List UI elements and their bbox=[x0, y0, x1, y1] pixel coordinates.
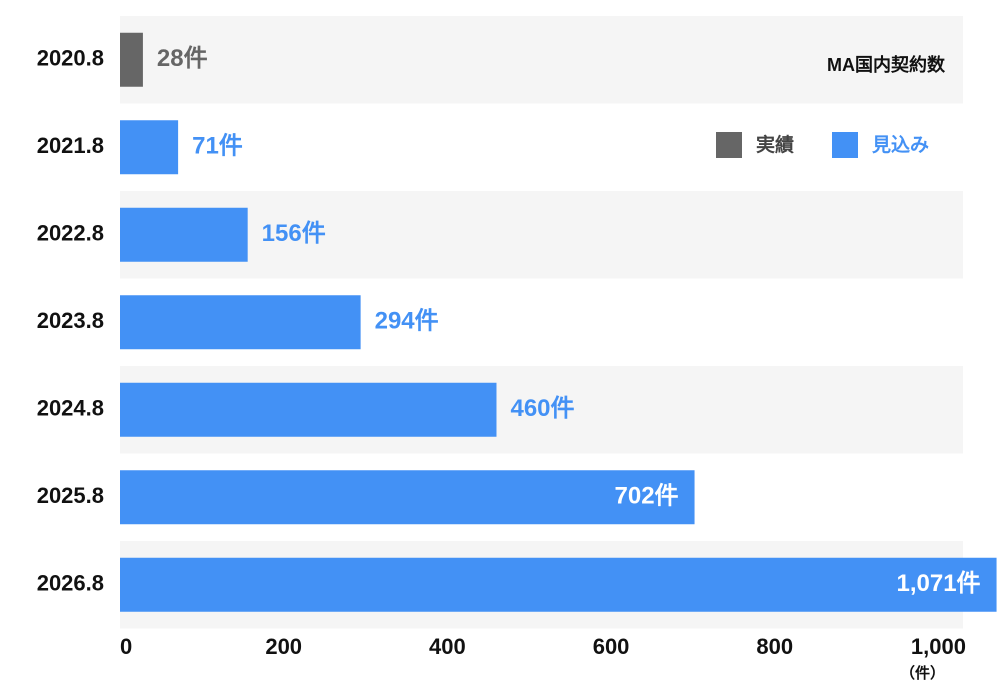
legend-swatch bbox=[716, 132, 742, 158]
bar bbox=[120, 120, 179, 175]
legend-label: 見込み bbox=[872, 134, 929, 156]
bar bbox=[120, 207, 248, 262]
y-tick-label: 2023.8 bbox=[37, 308, 104, 333]
value-label: 460件 bbox=[510, 395, 574, 422]
value-label: 1,071件 bbox=[896, 570, 980, 597]
chart-title: MA国内契約数 bbox=[827, 54, 946, 75]
y-tick-label: 2026.8 bbox=[37, 571, 104, 596]
x-tick-label: 800 bbox=[756, 634, 793, 659]
bar bbox=[120, 32, 143, 87]
value-label: 156件 bbox=[262, 220, 326, 247]
value-label: 294件 bbox=[375, 308, 439, 335]
value-label: 28件 bbox=[157, 45, 208, 72]
bar bbox=[120, 557, 997, 612]
y-tick-label: 2024.8 bbox=[37, 396, 104, 421]
legend-label: 実績 bbox=[756, 133, 794, 156]
y-tick-label: 2020.8 bbox=[37, 46, 104, 71]
row-band bbox=[120, 16, 963, 104]
y-tick-label: 2025.8 bbox=[37, 483, 104, 508]
axis-unit: （件） bbox=[900, 664, 945, 682]
x-tick-label: 200 bbox=[265, 634, 302, 659]
bar bbox=[120, 295, 361, 350]
value-label: 702件 bbox=[615, 483, 679, 510]
y-tick-label: 2021.8 bbox=[37, 133, 104, 158]
legend-swatch bbox=[832, 132, 858, 158]
x-tick-label: 400 bbox=[429, 634, 466, 659]
bar bbox=[120, 382, 497, 437]
y-tick-label: 2022.8 bbox=[37, 221, 104, 246]
x-tick-label: 1,000 bbox=[911, 634, 966, 659]
bar bbox=[120, 470, 695, 525]
value-label: 71件 bbox=[192, 133, 243, 160]
x-tick-label: 600 bbox=[593, 634, 630, 659]
x-tick-label: 0 bbox=[120, 634, 132, 659]
row-band bbox=[120, 191, 963, 279]
